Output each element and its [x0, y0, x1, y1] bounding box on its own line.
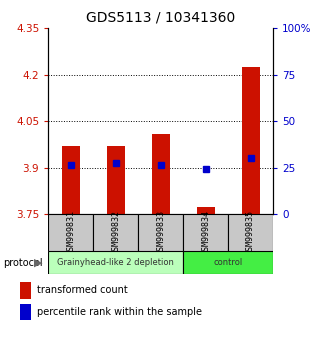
Text: percentile rank within the sample: percentile rank within the sample	[37, 307, 202, 317]
Text: protocol: protocol	[3, 258, 43, 268]
Bar	[62, 146, 80, 213]
Text: GSM999832: GSM999832	[111, 210, 120, 255]
Bar	[183, 214, 228, 251]
Bar	[228, 214, 273, 251]
Text: GSM999835: GSM999835	[246, 210, 255, 255]
Bar	[48, 251, 183, 274]
Text: ▶: ▶	[34, 258, 43, 268]
Text: GSM999833: GSM999833	[156, 210, 165, 255]
Bar	[152, 134, 170, 213]
Bar	[138, 214, 183, 251]
Text: GSM999831: GSM999831	[66, 210, 75, 255]
Bar	[20, 282, 31, 298]
Text: Grainyhead-like 2 depletion: Grainyhead-like 2 depletion	[57, 258, 174, 267]
Text: GSM999834: GSM999834	[201, 210, 210, 255]
Bar	[20, 304, 31, 320]
Bar	[107, 146, 125, 213]
Bar	[93, 214, 138, 251]
Bar	[183, 251, 273, 274]
Text: transformed count: transformed count	[37, 285, 128, 295]
Text: control: control	[213, 258, 243, 267]
Title: GDS5113 / 10341360: GDS5113 / 10341360	[86, 10, 235, 24]
Bar	[242, 67, 260, 213]
Bar	[196, 207, 215, 213]
Bar	[48, 214, 93, 251]
